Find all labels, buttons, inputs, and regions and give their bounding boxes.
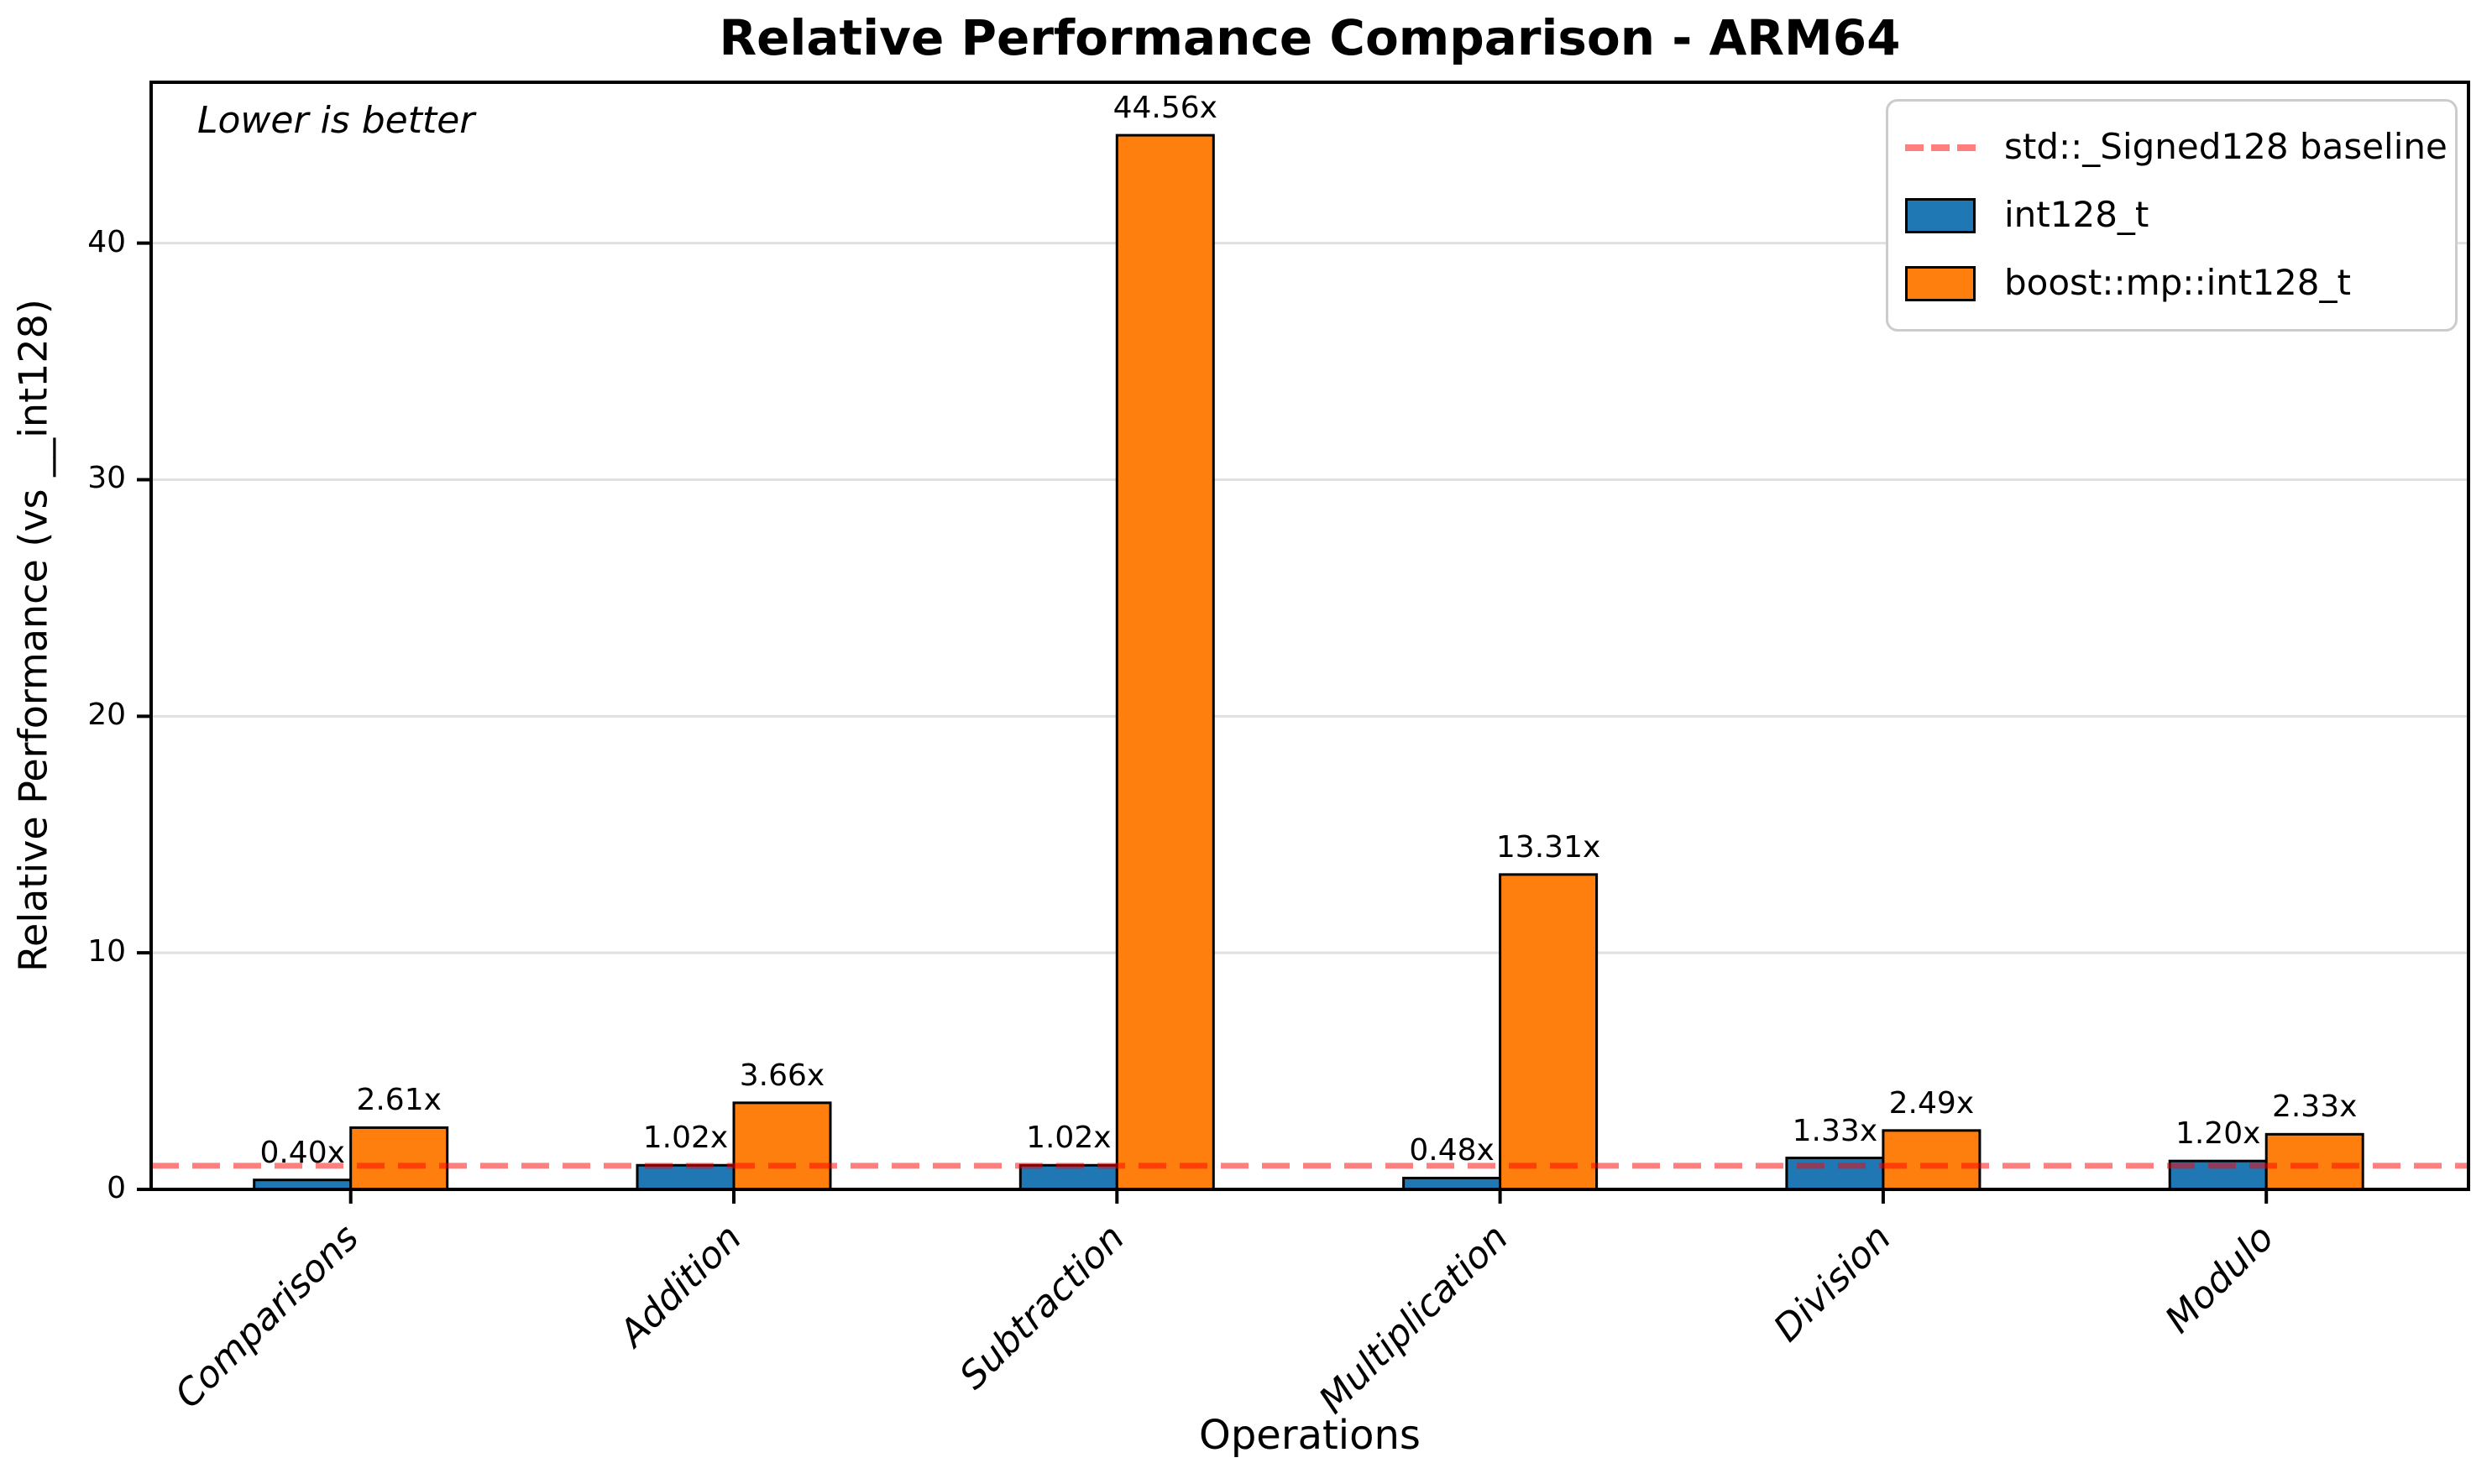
legend-color-swatch <box>1905 197 1976 233</box>
bar-value-label-boost-mp-int128-t-addition: 3.66x <box>739 1058 825 1093</box>
legend-item: int128_t <box>1905 196 2438 234</box>
legend-dash-segment <box>1931 144 1950 151</box>
bar-value-label-int128-t-comparisons: 0.40x <box>259 1135 345 1170</box>
y-tick-label-0: 0 <box>107 1171 126 1205</box>
bar-boost-mp-int128-t-multiplication <box>1499 873 1599 1191</box>
bar-value-label-boost-mp-int128-t-division: 2.49x <box>1888 1085 1975 1121</box>
y-axis-label: Relative Performance (vs __int128) <box>10 299 56 972</box>
bar-value-label-boost-mp-int128-t-modulo: 2.33x <box>2271 1089 2358 1125</box>
legend-dash-segment <box>1905 144 1924 151</box>
annotation-lower-is-better: Lower is better <box>197 99 475 142</box>
bar-value-label-int128-t-addition: 1.02x <box>642 1121 729 1156</box>
legend-item: std::_Signed128 baseline <box>1905 128 2448 166</box>
legend-dash-segment <box>1957 144 1976 151</box>
bar-int128-t-addition <box>636 1163 736 1191</box>
bar-value-label-int128-t-multiplication: 0.48x <box>1409 1133 1495 1168</box>
bar-value-label-boost-mp-int128-t-multiplication: 13.31x <box>1495 829 1601 865</box>
y-tick-label-10: 10 <box>87 934 126 969</box>
x-axis-label: Operations <box>1199 1412 1421 1459</box>
legend-item-label: boost::mp::int128_t <box>2004 262 2351 304</box>
plot-border <box>149 81 2470 1191</box>
bar-boost-mp-int128-t-addition <box>732 1101 832 1191</box>
bar-value-label-boost-mp-int128-t-subtraction: 44.56x <box>1112 91 1217 126</box>
legend-item-label: int128_t <box>2004 194 2149 236</box>
bar-int128-t-subtraction <box>1018 1163 1118 1191</box>
y-tick-label-20: 20 <box>87 698 126 733</box>
legend-item: boost::mp::int128_t <box>1905 264 2438 302</box>
chart-title: Relative Performance Comparison - ARM64 <box>719 9 1901 66</box>
bar-value-label-int128-t-modulo: 1.20x <box>2175 1116 2261 1152</box>
bar-value-label-int128-t-division: 1.33x <box>1792 1113 1878 1148</box>
bar-int128-t-division <box>1785 1157 1885 1191</box>
bar-boost-mp-int128-t-division <box>1882 1129 1982 1191</box>
y-tick-label-40: 40 <box>87 224 126 259</box>
bar-boost-mp-int128-t-subtraction <box>1115 133 1215 1191</box>
legend-item-label: std::_Signed128 baseline <box>2004 126 2448 168</box>
legend-baseline-dashed-line-swatch <box>1905 144 1976 151</box>
y-tick-label-30: 30 <box>87 461 126 496</box>
legend-color-swatch <box>1905 265 1976 301</box>
bar-value-label-boost-mp-int128-t-comparisons: 2.61x <box>356 1083 442 1118</box>
bar-int128-t-multiplication <box>1402 1176 1502 1191</box>
bar-boost-mp-int128-t-modulo <box>2264 1132 2364 1191</box>
bar-value-label-int128-t-subtraction: 1.02x <box>1026 1121 1112 1156</box>
